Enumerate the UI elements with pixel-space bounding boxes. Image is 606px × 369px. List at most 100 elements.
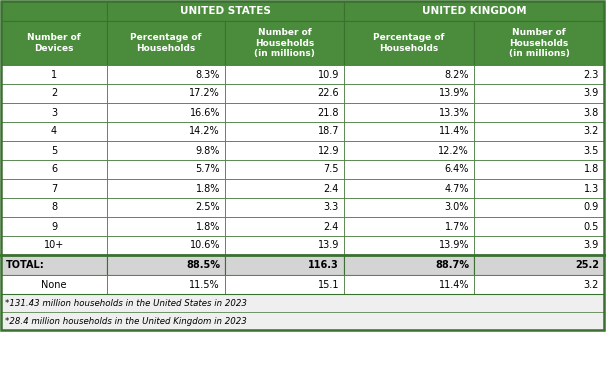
Bar bbox=[107, 198, 225, 217]
Bar bbox=[225, 141, 344, 160]
Bar bbox=[344, 198, 474, 217]
Text: 10.6%: 10.6% bbox=[190, 241, 220, 251]
Bar bbox=[1, 198, 107, 217]
Bar bbox=[474, 21, 604, 65]
Bar bbox=[1, 122, 107, 141]
Text: 2.4: 2.4 bbox=[324, 221, 339, 231]
Bar bbox=[107, 160, 225, 179]
Text: 88.7%: 88.7% bbox=[435, 260, 469, 270]
Bar bbox=[1, 103, 107, 122]
Bar bbox=[225, 84, 344, 103]
Text: UNITED KINGDOM: UNITED KINGDOM bbox=[422, 6, 527, 16]
Bar bbox=[225, 179, 344, 198]
Bar bbox=[107, 65, 225, 84]
Text: 88.5%: 88.5% bbox=[186, 260, 220, 270]
Bar bbox=[107, 122, 225, 141]
Text: 7: 7 bbox=[51, 183, 57, 193]
Bar bbox=[225, 103, 344, 122]
Bar bbox=[1, 1, 107, 21]
Bar bbox=[1, 160, 107, 179]
Text: 7.5: 7.5 bbox=[324, 165, 339, 175]
Bar bbox=[474, 84, 604, 103]
Text: 0.9: 0.9 bbox=[584, 203, 599, 213]
Text: 3.5: 3.5 bbox=[584, 145, 599, 155]
Text: 22.6: 22.6 bbox=[318, 89, 339, 99]
Bar bbox=[107, 84, 225, 103]
Bar bbox=[107, 236, 225, 255]
Text: 5: 5 bbox=[51, 145, 57, 155]
Bar bbox=[474, 255, 604, 275]
Bar bbox=[344, 236, 474, 255]
Bar bbox=[225, 122, 344, 141]
Bar bbox=[107, 103, 225, 122]
Text: 11.5%: 11.5% bbox=[189, 279, 220, 290]
Bar bbox=[225, 160, 344, 179]
Text: UNITED STATES: UNITED STATES bbox=[180, 6, 271, 16]
Text: 13.9: 13.9 bbox=[318, 241, 339, 251]
Bar bbox=[474, 141, 604, 160]
Bar bbox=[1, 236, 107, 255]
Text: 3.8: 3.8 bbox=[584, 107, 599, 117]
Bar bbox=[1, 294, 604, 330]
Text: 11.4%: 11.4% bbox=[439, 127, 469, 137]
Bar bbox=[474, 122, 604, 141]
Bar bbox=[344, 160, 474, 179]
Bar bbox=[107, 275, 225, 294]
Text: 1: 1 bbox=[51, 69, 57, 79]
Bar bbox=[1, 1, 604, 330]
Text: 9: 9 bbox=[51, 221, 57, 231]
Bar bbox=[1, 65, 107, 84]
Text: 116.3: 116.3 bbox=[308, 260, 339, 270]
Text: 1.3: 1.3 bbox=[584, 183, 599, 193]
Text: 6: 6 bbox=[51, 165, 57, 175]
Text: 4: 4 bbox=[51, 127, 57, 137]
Bar bbox=[474, 179, 604, 198]
Text: 2: 2 bbox=[51, 89, 57, 99]
Text: 25.2: 25.2 bbox=[575, 260, 599, 270]
Bar bbox=[225, 21, 344, 65]
Text: 10.9: 10.9 bbox=[318, 69, 339, 79]
Bar bbox=[344, 179, 474, 198]
Text: Percentage of
Households: Percentage of Households bbox=[373, 33, 445, 53]
Bar bbox=[107, 21, 225, 65]
Text: 3.0%: 3.0% bbox=[445, 203, 469, 213]
Bar bbox=[1, 21, 107, 65]
Bar bbox=[344, 21, 474, 65]
Bar bbox=[1, 179, 107, 198]
Bar bbox=[107, 179, 225, 198]
Bar bbox=[107, 1, 344, 21]
Bar bbox=[344, 255, 474, 275]
Text: 16.6%: 16.6% bbox=[190, 107, 220, 117]
Text: 18.7: 18.7 bbox=[318, 127, 339, 137]
Text: TOTAL:: TOTAL: bbox=[6, 260, 45, 270]
Text: 12.9: 12.9 bbox=[318, 145, 339, 155]
Bar bbox=[1, 141, 107, 160]
Text: 3: 3 bbox=[51, 107, 57, 117]
Text: *131.43 million households in the United States in 2023: *131.43 million households in the United… bbox=[5, 299, 247, 307]
Text: 3.2: 3.2 bbox=[584, 127, 599, 137]
Text: None: None bbox=[41, 279, 67, 290]
Text: 17.2%: 17.2% bbox=[189, 89, 220, 99]
Bar bbox=[344, 122, 474, 141]
Bar bbox=[344, 65, 474, 84]
Text: 15.1: 15.1 bbox=[318, 279, 339, 290]
Text: 1.8%: 1.8% bbox=[196, 221, 220, 231]
Bar bbox=[107, 255, 225, 275]
Text: 8.2%: 8.2% bbox=[444, 69, 469, 79]
Bar bbox=[1, 217, 107, 236]
Text: 10+: 10+ bbox=[44, 241, 64, 251]
Text: Number of
Households
(in millions): Number of Households (in millions) bbox=[254, 28, 315, 58]
Bar bbox=[1, 255, 107, 275]
Text: 8.3%: 8.3% bbox=[196, 69, 220, 79]
Bar bbox=[225, 255, 344, 275]
Text: Number of
Households
(in millions): Number of Households (in millions) bbox=[508, 28, 570, 58]
Text: 12.2%: 12.2% bbox=[438, 145, 469, 155]
Text: 3.2: 3.2 bbox=[584, 279, 599, 290]
Text: 3.3: 3.3 bbox=[324, 203, 339, 213]
Bar bbox=[344, 275, 474, 294]
Text: 13.9%: 13.9% bbox=[439, 89, 469, 99]
Bar bbox=[344, 141, 474, 160]
Bar bbox=[1, 275, 107, 294]
Text: 4.7%: 4.7% bbox=[444, 183, 469, 193]
Bar bbox=[474, 160, 604, 179]
